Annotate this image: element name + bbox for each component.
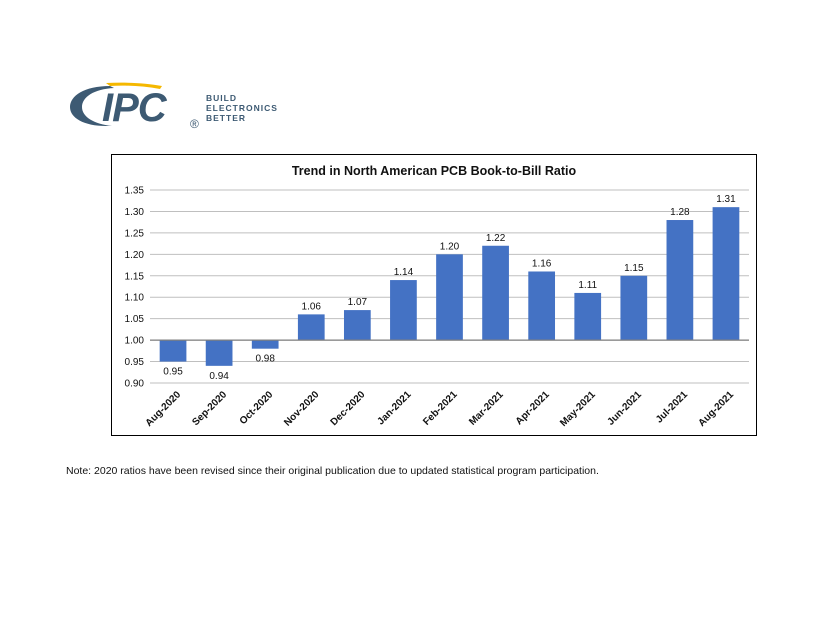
- data-label: 1.15: [624, 263, 644, 274]
- x-tick-label: Dec-2020: [329, 389, 368, 428]
- bar: [251, 340, 279, 349]
- data-label: 1.11: [578, 280, 597, 291]
- data-label: 1.07: [348, 297, 368, 308]
- bar: [528, 271, 556, 341]
- x-tick-label: Apr-2021: [514, 389, 552, 427]
- logo-wordmark: IPC: [102, 86, 168, 130]
- logo-tagline-line-3: BETTER: [206, 113, 246, 123]
- x-tick-label: May-2021: [558, 389, 598, 429]
- data-label: 1.06: [302, 301, 322, 312]
- bar: [343, 310, 371, 341]
- data-label: 1.20: [440, 241, 460, 252]
- y-tick-label: 1.35: [125, 186, 145, 197]
- logo-tagline-line-2: ELECTRONICS: [206, 103, 278, 113]
- data-label: 1.31: [716, 194, 736, 205]
- y-tick-label: 0.95: [125, 357, 145, 368]
- data-label: 0.94: [209, 371, 229, 382]
- chart-title: Trend in North American PCB Book-to-Bill…: [291, 164, 577, 178]
- y-tick-label: 1.10: [125, 293, 145, 304]
- bar: [712, 207, 740, 341]
- data-label: 1.22: [486, 233, 506, 244]
- x-tick-label: Oct-2020: [238, 389, 276, 427]
- x-tick-label: Jun-2021: [605, 389, 644, 428]
- x-tick-label: Jul-2021: [654, 389, 690, 425]
- logo-tagline-line-1: BUILD: [206, 93, 237, 103]
- bar: [159, 340, 187, 362]
- bar: [620, 275, 648, 341]
- x-tick-label: Aug-2021: [696, 389, 736, 429]
- y-tick-label: 1.00: [125, 336, 145, 347]
- x-tick-label: Mar-2021: [467, 389, 506, 428]
- bar: [482, 245, 509, 341]
- y-tick-label: 1.05: [125, 314, 145, 325]
- data-label: 1.16: [532, 258, 552, 269]
- y-tick-label: 1.20: [125, 250, 145, 261]
- bar-chart: 0.90 0.95 1.00 1.05 1.10 1.15 1.20 1.25 1.30 1.35…: [125, 186, 749, 429]
- x-tick-label: Feb-2021: [421, 389, 460, 428]
- y-tick-label: 1.15: [125, 271, 145, 282]
- footnote: Note: 2020 ratios have been revised sinc…: [66, 465, 599, 477]
- logo-registered-mark: ®: [190, 117, 199, 131]
- x-tick-label: Nov-2020: [282, 389, 322, 429]
- data-label: 1.14: [394, 267, 414, 278]
- chart-container: Trend in North American PCB Book-to-Bill…: [111, 154, 757, 436]
- bar: [390, 280, 417, 341]
- bar: [297, 314, 325, 341]
- y-tick-label: 1.25: [125, 228, 145, 239]
- y-tick-label: 0.90: [125, 379, 145, 390]
- logo-swoosh-gray: [70, 86, 114, 126]
- bar: [436, 254, 463, 341]
- bar: [666, 220, 694, 341]
- x-tick-label: Aug-2020: [144, 389, 184, 429]
- data-label: 0.95: [163, 367, 183, 378]
- x-tick-label: Sep-2020: [190, 389, 229, 428]
- y-tick-label: 1.30: [125, 207, 145, 218]
- x-tick-label: Jan-2021: [375, 389, 413, 427]
- logo-swoosh-yellow: [106, 82, 162, 89]
- data-label: 0.98: [255, 354, 275, 365]
- ipc-logo: IPC ® BUILD ELECTRONICS BETTER: [70, 82, 278, 131]
- bar: [574, 292, 602, 341]
- data-label: 1.28: [670, 207, 690, 218]
- bar: [205, 340, 233, 366]
